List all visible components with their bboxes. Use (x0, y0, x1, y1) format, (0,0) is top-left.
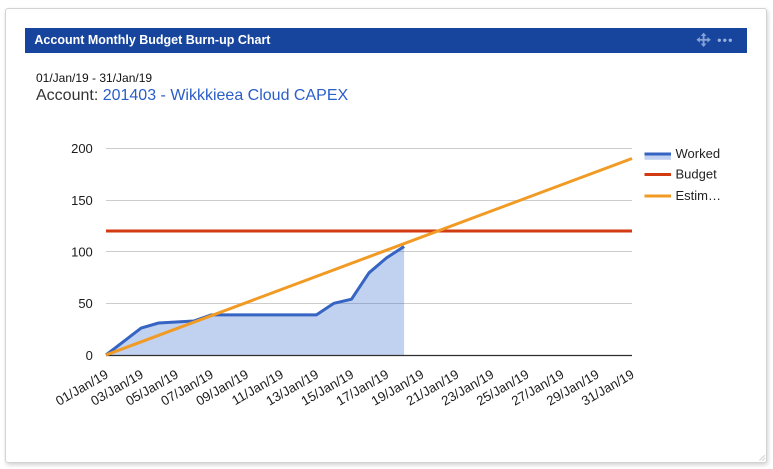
svg-text:150: 150 (71, 193, 93, 208)
svg-text:0: 0 (86, 348, 93, 363)
svg-text:Estim…: Estim… (676, 188, 722, 203)
svg-text:50: 50 (78, 296, 92, 311)
svg-text:Worked: Worked (676, 146, 721, 161)
svg-text:200: 200 (71, 141, 93, 156)
svg-text:Budget: Budget (676, 167, 718, 182)
svg-text:100: 100 (71, 245, 93, 260)
